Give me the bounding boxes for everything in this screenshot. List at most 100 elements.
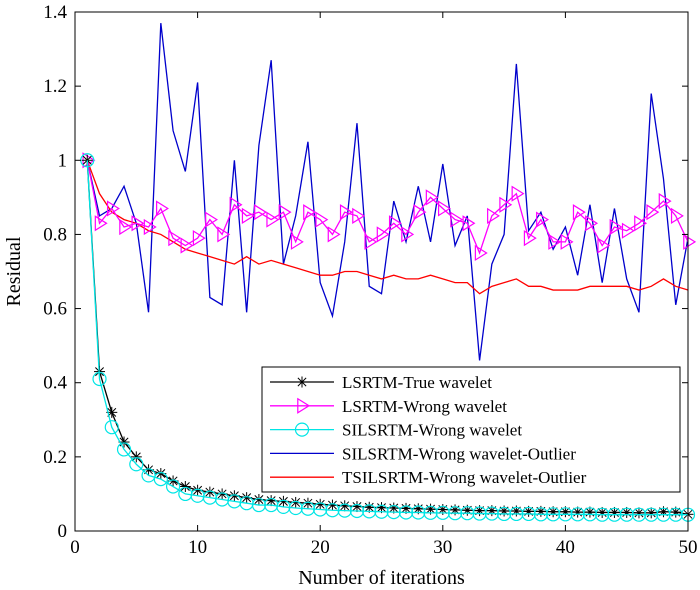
data-point-triangle (303, 204, 317, 221)
data-point-circle (165, 479, 181, 494)
legend-entry: SILSRTM-Wrong wavelet (270, 421, 522, 440)
legend-label: TSILSRTM-Wrong wavelet-Outlier (342, 468, 587, 487)
series-3 (86, 23, 689, 361)
data-point-circle (521, 506, 536, 522)
data-point-circle (411, 505, 426, 520)
data-point-asterisk (130, 451, 142, 463)
data-point-circle (619, 507, 634, 522)
data-point-triangle (352, 207, 366, 224)
data-point-triangle (339, 204, 353, 221)
data-point-triangle (254, 204, 268, 221)
series-line (86, 23, 689, 361)
data-point-triangle (401, 226, 415, 243)
data-point-circle (129, 457, 144, 472)
series-line (86, 160, 689, 255)
data-point-circle (251, 497, 266, 513)
data-point-triangle (168, 230, 182, 247)
data-point-circle (460, 506, 475, 521)
y-tick-label: 1.2 (43, 76, 67, 97)
data-point-circle (276, 499, 291, 515)
data-point-triangle (621, 222, 635, 239)
data-point-circle (116, 442, 132, 457)
data-point-circle (104, 420, 119, 435)
data-point-circle (435, 505, 450, 520)
series-1 (82, 152, 697, 262)
y-tick-label: 0.8 (43, 224, 67, 245)
data-point-circle (300, 501, 316, 516)
data-point-triangle (487, 207, 500, 224)
data-point-circle (313, 502, 328, 517)
data-point-triangle (450, 211, 464, 228)
data-point-circle (349, 503, 365, 519)
data-point-circle (497, 506, 512, 522)
legend-entry: LSRTM-True wavelet (270, 373, 492, 392)
legend-label: SILSRTM-Wrong wavelet (342, 421, 522, 440)
series-2 (80, 153, 696, 522)
data-point-triangle (266, 211, 280, 228)
data-point-circle (337, 503, 352, 518)
data-point-asterisk (296, 376, 308, 388)
y-tick-label: 0 (58, 521, 68, 542)
data-point-triangle (364, 233, 378, 250)
data-point-circle (472, 506, 487, 521)
x-tick-label: 30 (433, 537, 452, 558)
data-point-circle (386, 504, 401, 520)
data-point-circle (546, 507, 561, 522)
data-point-circle (644, 507, 659, 522)
data-point-asterisk (106, 406, 118, 418)
data-point-asterisk (363, 501, 375, 513)
y-tick-label: 1.4 (43, 2, 67, 23)
data-point-circle (447, 506, 463, 521)
data-point-triangle (180, 237, 194, 254)
data-point-circle (656, 507, 671, 522)
legend-entry: SILSRTM-Wrong wavelet-Outlier (270, 444, 576, 463)
x-tick-label: 20 (311, 537, 330, 558)
series-4 (86, 160, 689, 295)
data-point-triangle (297, 397, 311, 414)
data-point-triangle (192, 230, 206, 247)
legend: LSRTM-True wavelet LSRTM-Wrong wavelet SIL… (261, 366, 681, 493)
data-point-triangle (523, 230, 537, 247)
y-tick-label: 1 (58, 150, 68, 171)
data-point-circle (325, 503, 340, 518)
data-point-triangle (241, 207, 255, 224)
series-line (86, 160, 689, 295)
data-point-asterisk (351, 501, 363, 513)
data-point-triangle (106, 200, 120, 217)
data-point-asterisk (326, 499, 338, 511)
data-point-triangle (327, 226, 341, 243)
data-point-triangle (156, 200, 169, 217)
data-point-circle (533, 507, 548, 522)
data-point-triangle (548, 233, 562, 250)
data-point-circle (374, 504, 389, 519)
data-point-triangle (413, 204, 427, 221)
data-point-triangle (143, 218, 157, 236)
data-point-circle (423, 505, 438, 520)
data-point-triangle (217, 226, 231, 243)
data-point-triangle (646, 204, 660, 221)
data-point-asterisk (179, 481, 191, 493)
data-point-circle (288, 500, 303, 516)
data-point-triangle (315, 211, 329, 228)
data-point-circle (607, 507, 622, 522)
data-point-triangle (94, 215, 108, 232)
data-point-asterisk (633, 507, 645, 519)
data-point-triangle (205, 211, 218, 228)
data-point-circle (558, 507, 573, 522)
data-point-triangle (462, 215, 476, 232)
data-point-triangle (290, 233, 304, 250)
data-point-circle (595, 507, 610, 522)
data-point-asterisk (81, 154, 93, 166)
data-point-triangle (499, 196, 513, 213)
data-point-circle (362, 504, 377, 519)
legend-entry: TSILSRTM-Wrong wavelet-Outlier (270, 468, 587, 487)
x-axis-title: Number of iterations (298, 567, 465, 589)
y-tick-label: 0.2 (43, 447, 67, 468)
data-point-triangle (585, 215, 599, 232)
data-point-triangle (119, 218, 133, 236)
data-point-circle (294, 422, 310, 437)
data-point-asterisk (265, 495, 277, 507)
x-tick-label: 0 (70, 537, 80, 558)
data-point-circle (484, 506, 499, 521)
